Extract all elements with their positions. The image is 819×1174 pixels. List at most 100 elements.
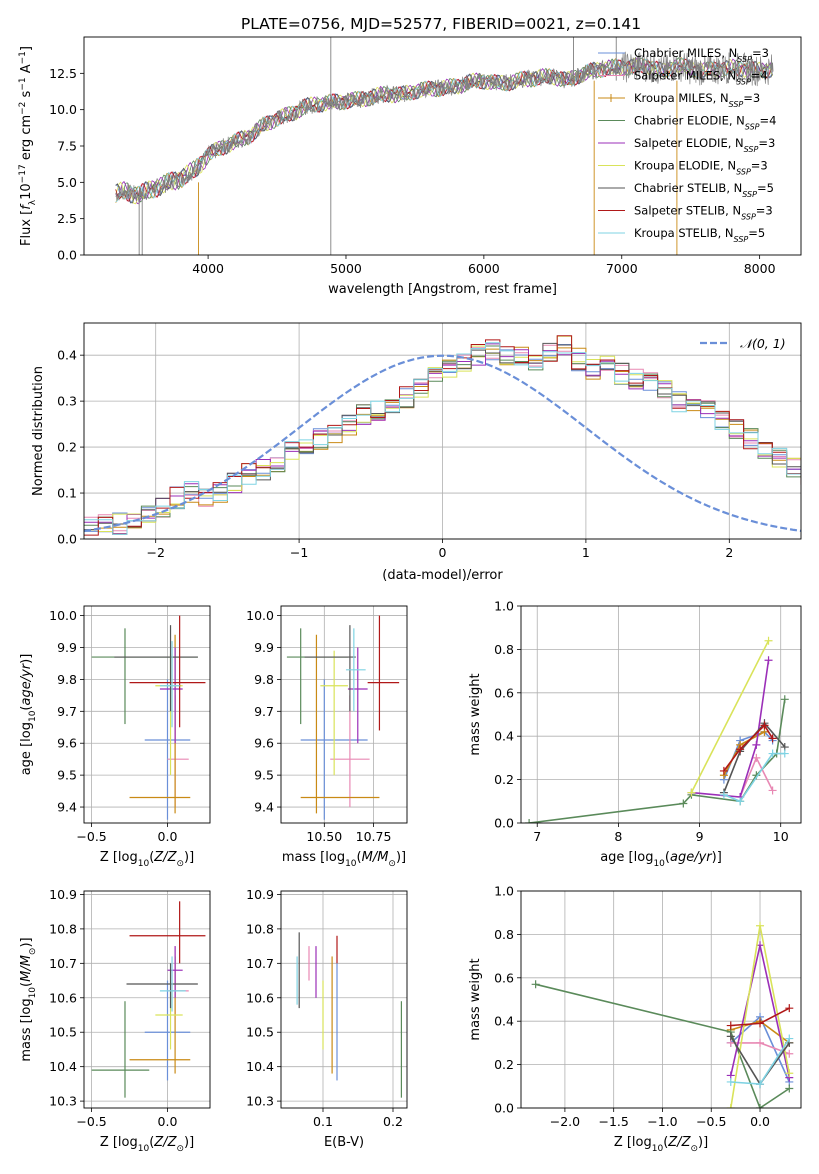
legend-entry: Kroupa MILES, NSSP=3 — [634, 91, 760, 109]
y-tick-label: 0.4 — [494, 1014, 514, 1029]
legend-entry: Kroupa STELIB, NSSP=5 — [634, 226, 765, 244]
y-tick-label: 9.7 — [57, 704, 77, 719]
weight-marker — [726, 1032, 735, 1041]
y-tick-label: 10.5 — [246, 1025, 274, 1040]
x-tick-label: 6000 — [468, 261, 500, 276]
y-tick-label: 10.9 — [246, 887, 274, 902]
axes-frame — [83, 36, 802, 256]
y-tick-label: 10.6 — [49, 990, 77, 1005]
weight-marker — [756, 1104, 765, 1108]
panel-age-vs-Z: −0.5 0.0 9.4 9.5 9.6 9.7 9.8 9.9 10.0 Z [log10(Z/… — [19, 605, 211, 869]
weight-marker — [768, 786, 777, 795]
weight-marker — [687, 788, 696, 797]
legend-entry: Kroupa ELODIE, NSSP=3 — [634, 159, 768, 177]
histogram-step-1 — [84, 344, 801, 533]
y-tick-label: 0.6 — [494, 970, 514, 985]
weight-marker — [780, 749, 789, 758]
y-tick-label: 1.0 — [494, 884, 514, 899]
mass-vs-EBV-plot — [296, 932, 402, 1098]
x-tick-label: 1 — [582, 545, 590, 560]
y-tick-label: 0.0 — [57, 532, 77, 547]
weight-marker — [719, 790, 728, 799]
x-tick-label: −0.5 — [76, 1114, 106, 1129]
panel-mass-vs-EBV: 0.1 0.2 10.3 10.4 10.5 10.6 10.7 10.8 10.9 E(B-V) — [246, 887, 408, 1150]
weight-marker — [764, 656, 773, 665]
axes-frame — [280, 890, 408, 1109]
weight-marker — [764, 636, 773, 645]
y-tick-label: 2.5 — [57, 211, 77, 226]
y-tick-label: 0.2 — [494, 772, 514, 787]
weight-line-4 — [535, 983, 790, 1108]
x-tick-label: −0.5 — [76, 829, 106, 844]
x-axis-label: wavelength [Angstrom, rest frame] — [328, 282, 557, 297]
x-axis-label: Z [log10(Z/Z⊙)] — [100, 1135, 194, 1154]
weight-marker — [752, 753, 761, 762]
histogram-step-8 — [84, 335, 801, 536]
x-tick-label: −0.5 — [696, 1114, 726, 1129]
y-tick-label: 9.9 — [254, 640, 274, 655]
x-tick-label: 0.2 — [383, 1114, 403, 1129]
x-tick-label: 8 — [614, 829, 622, 844]
weight-marker — [726, 1104, 735, 1108]
y-tick-label: 0.2 — [494, 1057, 514, 1072]
x-tick-label: 9 — [696, 829, 704, 844]
x-axis-label: Z [log10(Z/Z⊙)] — [100, 850, 194, 869]
y-tick-label: 9.4 — [57, 800, 77, 815]
mass-vs-Z-plot — [91, 901, 206, 1098]
y-tick-label: 10.9 — [49, 887, 77, 902]
weight-marker — [768, 749, 777, 758]
y-tick-label: 0.0 — [57, 248, 77, 263]
y-axis-label: Normed distribution — [31, 366, 46, 496]
weight-marker — [760, 721, 769, 730]
x-tick-label: −1 — [290, 545, 308, 560]
axes-frame — [83, 605, 211, 824]
x-tick-label: −1.5 — [599, 1114, 629, 1129]
x-tick-label: 7000 — [606, 261, 638, 276]
y-tick-label: 9.8 — [254, 672, 274, 687]
mass-weight-vs-age-plot — [525, 636, 789, 823]
legend-entry: Chabrier ELODIE, NSSP=4 — [634, 114, 776, 132]
histogram-step-3 — [84, 346, 801, 531]
weight-marker — [719, 766, 728, 775]
observed-spectrum-line — [115, 51, 774, 203]
age-vs-Z-plot — [91, 615, 206, 820]
y-tick-label: 9.9 — [57, 640, 77, 655]
y-tick-label: 9.6 — [57, 736, 77, 751]
x-tick-label: 5000 — [330, 261, 362, 276]
legend-entry: Salpeter STELIB, NSSP=3 — [634, 204, 773, 222]
histogram-step-6 — [84, 335, 801, 532]
legend-entry: 𝒩(0, 1) — [740, 336, 786, 351]
weight-marker — [736, 797, 745, 806]
x-tick-label: 8000 — [744, 261, 776, 276]
y-tick-label: 9.5 — [57, 768, 77, 783]
weight-marker — [531, 980, 540, 989]
mass-weight-vs-Z-plot — [531, 921, 794, 1108]
y-tick-label: 0.2 — [57, 440, 77, 455]
weight-marker — [780, 695, 789, 704]
x-tick-label: 0.1 — [313, 1114, 333, 1129]
legend-entry: Salpeter MILES, NSSP=4 — [634, 69, 768, 87]
y-tick-label: 10.3 — [246, 1094, 274, 1109]
y-tick-label: 10.8 — [49, 921, 77, 936]
weight-line-6 — [690, 640, 770, 793]
y-tick-label: 0.1 — [57, 486, 77, 501]
y-tick-label: 0.6 — [494, 685, 514, 700]
x-axis-label: Z [log10(Z/Z⊙)] — [614, 1135, 708, 1154]
spectrum-plot — [115, 37, 774, 255]
y-tick-label: 9.7 — [254, 704, 274, 719]
weight-marker — [785, 1049, 794, 1058]
weight-marker — [756, 1080, 765, 1089]
x-tick-label: 4000 — [192, 261, 224, 276]
weight-marker — [785, 1069, 794, 1078]
x-tick-label: 0.0 — [750, 1114, 770, 1129]
y-tick-label: 0.3 — [57, 394, 77, 409]
weight-marker — [752, 740, 761, 749]
x-axis-label: E(B-V) — [324, 1135, 364, 1150]
y-tick-label: 9.6 — [254, 736, 274, 751]
x-tick-label: −1.0 — [647, 1114, 677, 1129]
weight-marker — [525, 819, 534, 823]
weight-marker — [785, 1004, 794, 1013]
weight-marker — [736, 745, 745, 754]
model-line-9 — [115, 57, 773, 203]
